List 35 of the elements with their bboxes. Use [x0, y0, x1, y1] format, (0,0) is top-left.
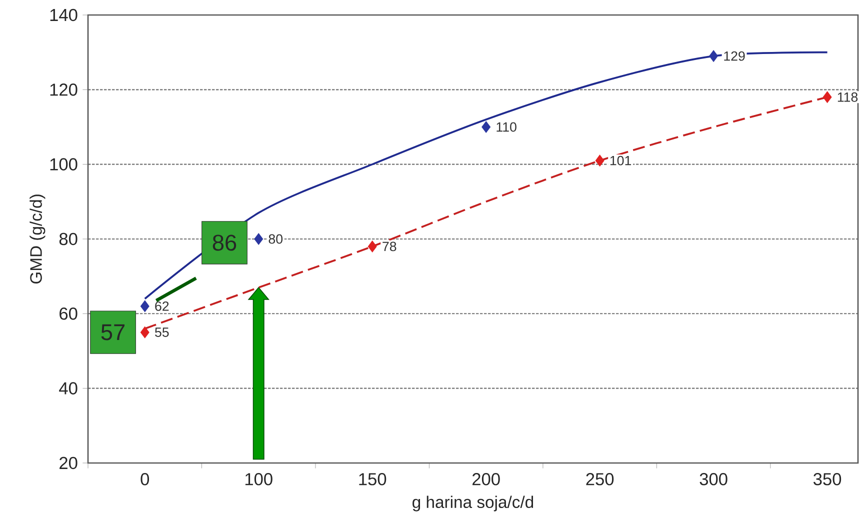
- x-tick-label: 150: [359, 473, 386, 486]
- annotation: 57: [101, 324, 124, 340]
- data-label: 78: [382, 242, 396, 252]
- data-label: 101: [610, 156, 632, 166]
- point: [140, 300, 150, 312]
- y-tick-label: 60: [60, 308, 78, 320]
- x-tick-label: 350: [814, 473, 842, 486]
- x-tick-label: 0: [140, 473, 150, 486]
- y-tick-label: 80: [59, 232, 78, 246]
- data-label: 62: [155, 301, 169, 311]
- x-tick-label: 250: [586, 473, 614, 486]
- y-axis-title: GMD (g/c/d): [30, 194, 46, 284]
- y-tick-label: 20: [60, 456, 78, 470]
- y-tick-label: 40: [59, 382, 78, 394]
- point: [140, 326, 150, 338]
- y-tick-label: 140: [50, 8, 78, 22]
- point: [709, 50, 718, 62]
- data-label: 129: [724, 51, 745, 61]
- x-tick-label: 300: [700, 473, 728, 486]
- data-label: 80: [268, 234, 283, 244]
- point: [482, 121, 491, 133]
- y-tick-label: 100: [50, 158, 78, 170]
- line-series: [144, 51, 828, 300]
- annotation: 86: [212, 234, 236, 251]
- point: [368, 240, 377, 252]
- data-label: 55: [155, 328, 169, 337]
- x-axis-title: g harina soja/c/d: [412, 496, 534, 512]
- data-label: 110: [496, 122, 516, 132]
- data-label: 118: [838, 92, 858, 102]
- point: [595, 154, 604, 166]
- point: [254, 233, 264, 245]
- y-tick-label: 120: [50, 84, 78, 96]
- x-tick-label: 200: [472, 473, 500, 486]
- point: [822, 91, 832, 103]
- x-tick-label: 100: [245, 473, 272, 486]
